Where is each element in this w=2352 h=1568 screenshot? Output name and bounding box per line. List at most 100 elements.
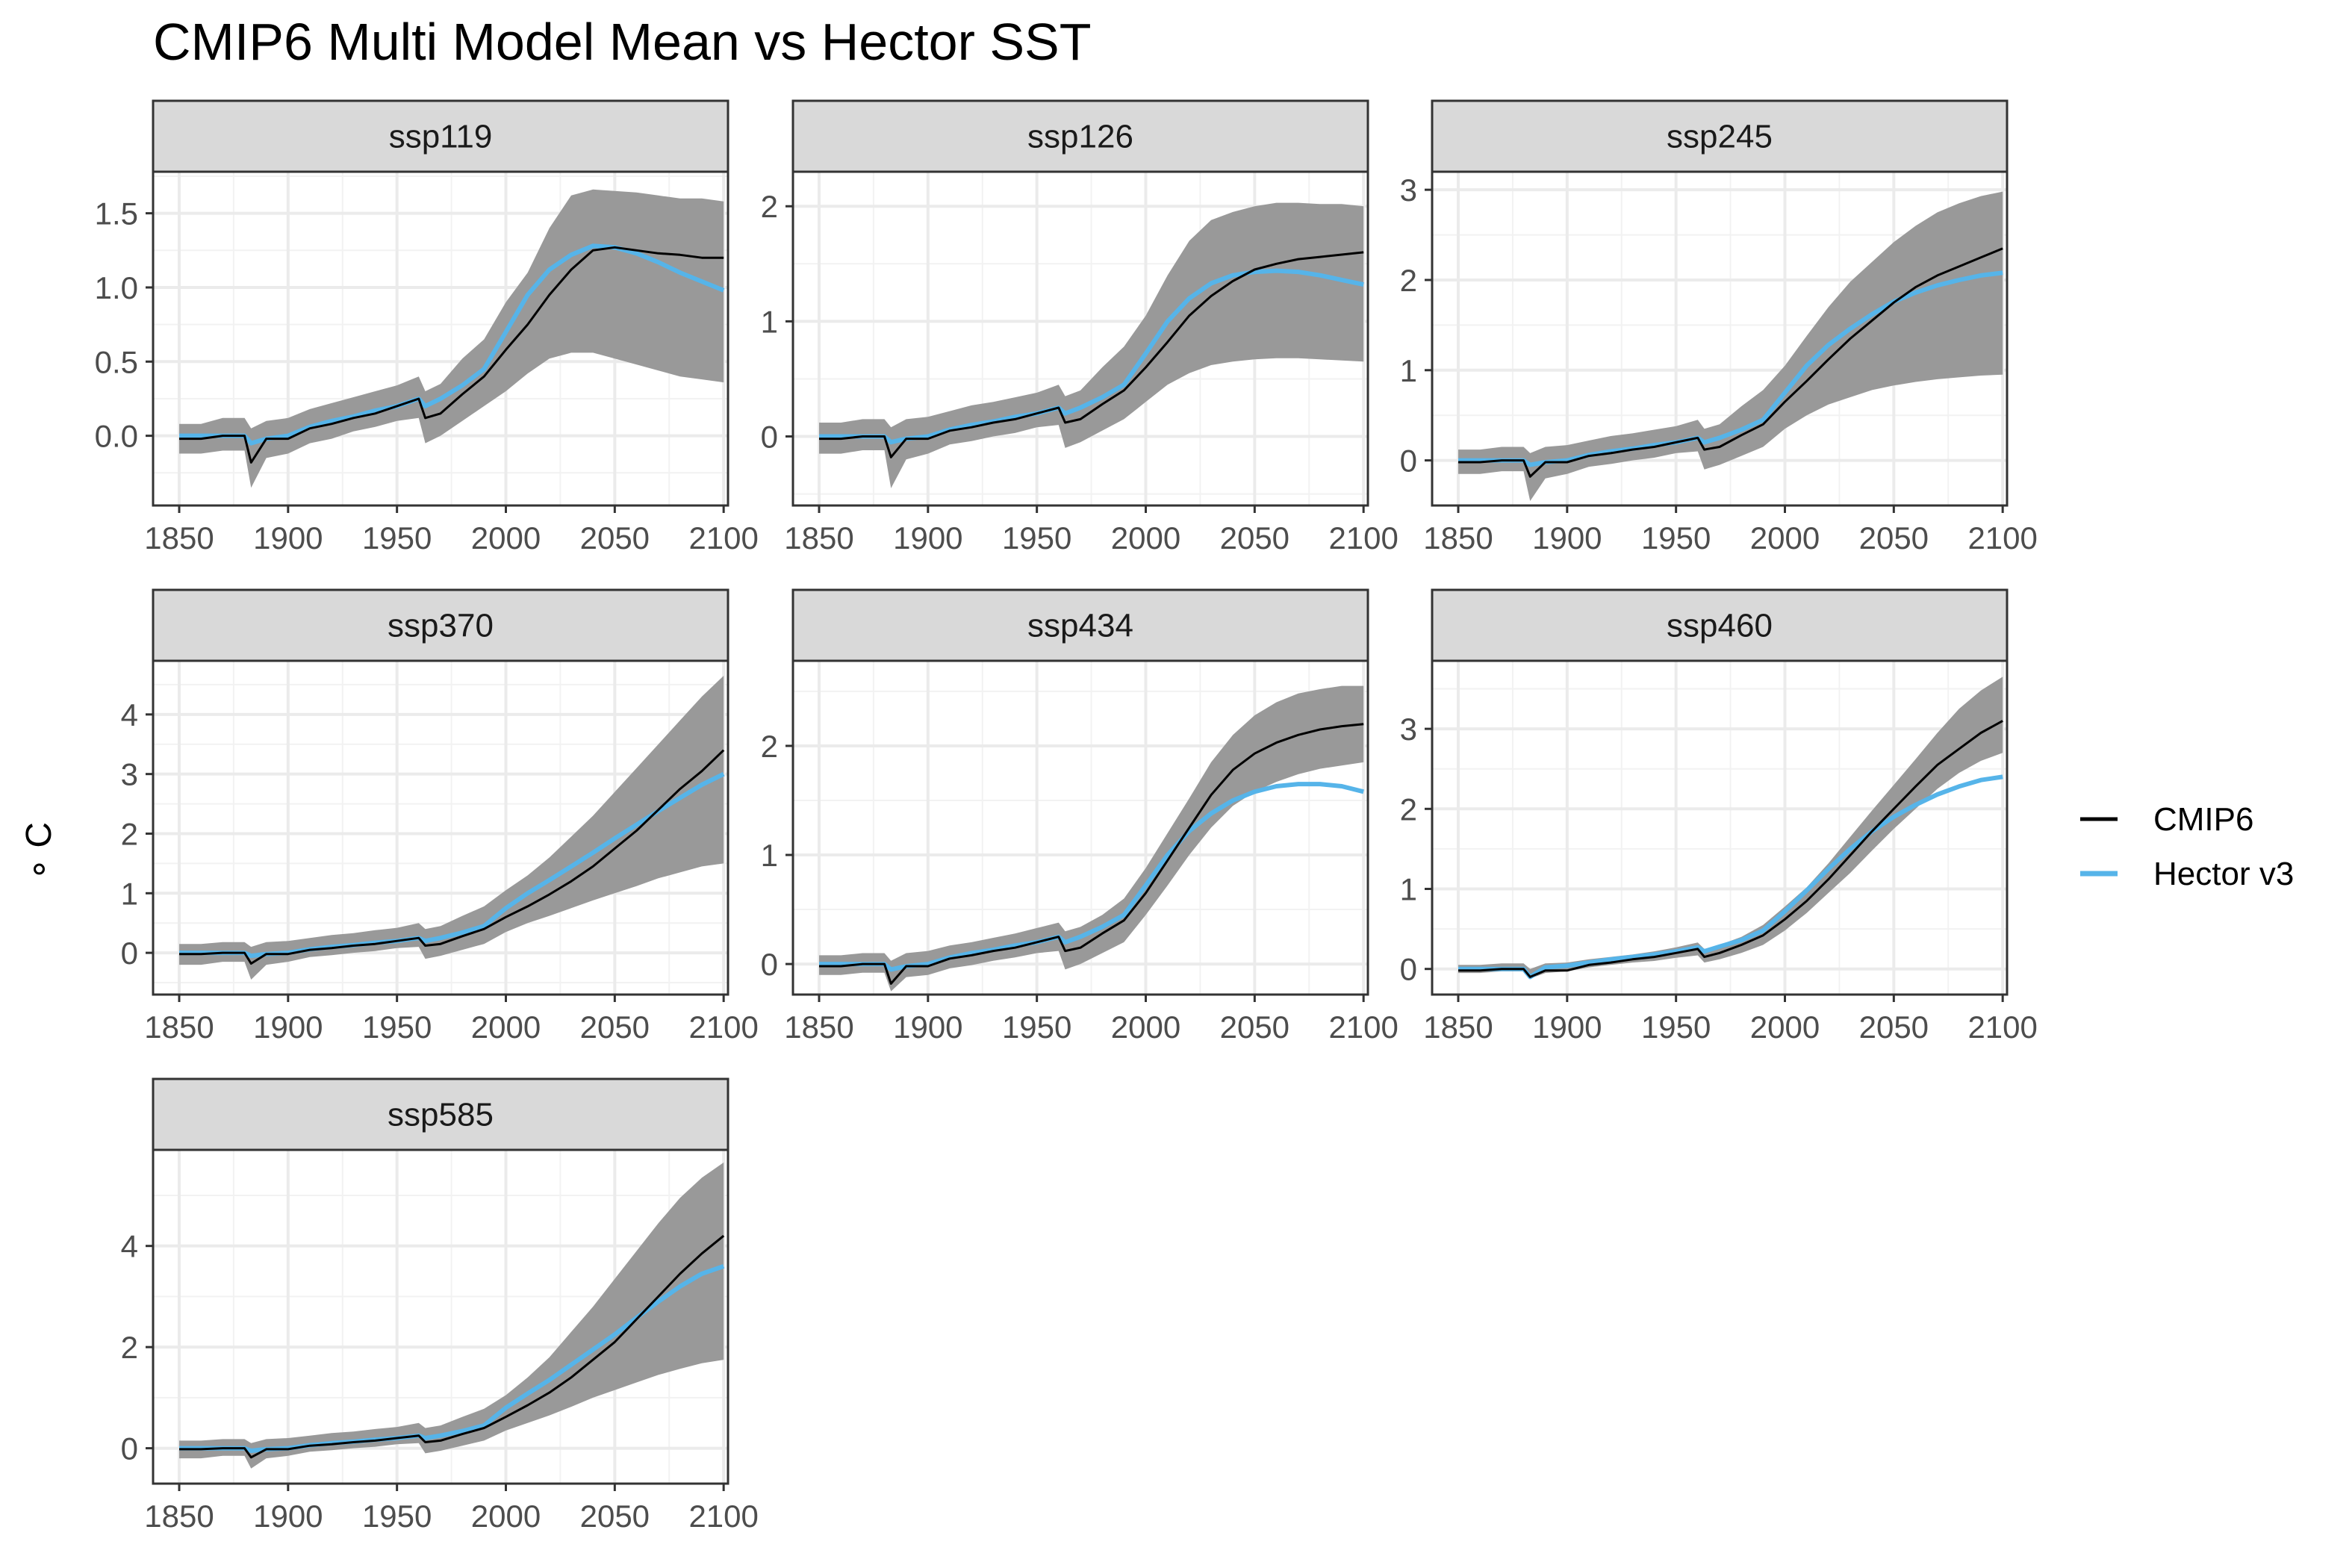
strip-ssp370 xyxy=(152,588,729,662)
panel-border xyxy=(152,170,729,507)
y-tick-label: 2 xyxy=(761,189,778,224)
x-tick-label: 1950 xyxy=(362,1499,432,1534)
facet-ssp119: ssp119 0.0 0.5 1.0 1.5 1850 1900 1950 2000 2050 21… xyxy=(95,99,759,556)
x-tick-label: 2100 xyxy=(688,1499,758,1534)
strip-ssp434 xyxy=(791,588,1369,662)
x-tick-label: 2000 xyxy=(1111,1009,1180,1045)
strip-ssp126 xyxy=(791,99,1369,173)
x-tick-label: 2050 xyxy=(1859,520,1929,556)
cmip6-range-ribbon xyxy=(179,676,724,980)
legend-label: CMIP6 xyxy=(2153,801,2253,838)
x-tick-label: 2050 xyxy=(1859,1009,1929,1045)
legend-item: CMIP6 xyxy=(2080,801,2253,838)
y-tick-label: 4 xyxy=(121,1229,138,1264)
y-tick-label: 1 xyxy=(1400,872,1417,907)
strip-label: ssp585 xyxy=(388,1097,494,1133)
x-tick-label: 1850 xyxy=(784,1009,853,1045)
y-tick-label: 1 xyxy=(121,876,138,911)
x-tick-label: 1850 xyxy=(1423,1009,1493,1045)
x-tick-label: 2000 xyxy=(471,1499,541,1534)
x-tick-label: 2100 xyxy=(688,520,758,556)
x-tick-label: 2000 xyxy=(1750,520,1820,556)
cmip6-series-line xyxy=(819,723,1364,985)
facet-ssp245: ssp245 0 1 2 3 1850 1900 1950 2000 2050 2100 xyxy=(1400,99,2038,556)
x-tick-label: 2050 xyxy=(580,1009,650,1045)
x-tick-label: 2050 xyxy=(1220,520,1289,556)
legend-item: Hector v3 xyxy=(2080,856,2294,892)
gridlines xyxy=(793,661,1368,995)
facet-ssp585: ssp585 0 2 4 1850 1900 1950 2000 2050 2100 xyxy=(121,1077,759,1534)
y-tick-label: 2 xyxy=(1400,791,1417,827)
hector-series-line xyxy=(179,1263,725,1453)
y-tick-label: 3 xyxy=(121,757,138,792)
facet-ssp370: ssp370 0 1 2 3 4 1850 1900 1950 2000 2050 2100 xyxy=(121,588,759,1045)
x-tick-label: 1950 xyxy=(1002,1009,1071,1045)
y-tick-label: 2 xyxy=(761,729,778,764)
x-tick-label: 1950 xyxy=(362,520,432,556)
panel-border xyxy=(791,659,1369,996)
panel-border xyxy=(791,170,1369,507)
cmip6-range-ribbon xyxy=(179,189,724,488)
y-tick-label: 0.5 xyxy=(95,344,138,379)
cmip6-series-line xyxy=(1458,720,2003,978)
x-tick-label: 1850 xyxy=(144,520,214,556)
x-tick-label: 1850 xyxy=(1423,520,1493,556)
hector-series-line xyxy=(179,772,725,959)
x-tick-label: 2100 xyxy=(1967,520,2037,556)
x-tick-label: 2100 xyxy=(1328,1009,1398,1045)
x-tick-label: 2100 xyxy=(1328,520,1398,556)
strip-label: ssp119 xyxy=(389,119,493,155)
x-tick-label: 1900 xyxy=(253,1499,323,1534)
y-tick-label: 3 xyxy=(1400,712,1417,747)
y-axis-label: ∘ C xyxy=(19,822,59,880)
x-tick-label: 1900 xyxy=(893,1009,962,1045)
x-tick-label: 2050 xyxy=(580,520,650,556)
hector-series-line xyxy=(1458,270,2003,467)
y-tick-label: 2 xyxy=(121,816,138,851)
y-tick-label: 0 xyxy=(761,420,778,455)
hector-series-line xyxy=(179,243,725,446)
cmip6-series-line xyxy=(819,251,1364,458)
strip-label: ssp370 xyxy=(388,608,494,644)
strip-ssp245 xyxy=(1431,99,2009,173)
x-tick-label: 1950 xyxy=(362,1009,432,1045)
hector-series-line xyxy=(819,268,1364,445)
y-tick-label: 2 xyxy=(121,1330,138,1365)
legend-label: Hector v3 xyxy=(2153,856,2294,892)
y-tick-label: 1 xyxy=(761,838,778,873)
cmip6-range-ribbon xyxy=(1458,191,2003,501)
y-tick-label: 1.5 xyxy=(95,196,138,231)
y-tick-label: 3 xyxy=(1400,172,1417,208)
x-tick-label: 1900 xyxy=(893,520,962,556)
x-tick-label: 1900 xyxy=(1532,520,1602,556)
cmip6-series-line xyxy=(179,246,724,464)
panel-border xyxy=(152,659,729,996)
y-tick-label: 0 xyxy=(1400,952,1417,987)
strip-label: ssp126 xyxy=(1027,119,1133,155)
facet-ssp434: ssp434 0 1 2 1850 1900 1950 2000 2050 2100 xyxy=(761,588,1399,1045)
strip-label: ssp460 xyxy=(1667,608,1773,644)
x-tick-label: 2000 xyxy=(471,520,541,556)
strip-label: ssp245 xyxy=(1667,119,1773,155)
hector-series-line xyxy=(1458,774,2003,980)
y-tick-label: 0 xyxy=(1400,444,1417,479)
strip-ssp585 xyxy=(152,1077,729,1151)
y-tick-label: 0 xyxy=(761,947,778,982)
strip-label: ssp434 xyxy=(1027,608,1133,644)
y-tick-label: 1 xyxy=(761,304,778,339)
x-tick-label: 2100 xyxy=(1967,1009,2037,1045)
cmip6-series-line xyxy=(179,1234,725,1459)
x-tick-label: 1850 xyxy=(784,520,853,556)
panel-border xyxy=(1431,659,2009,996)
panel-border xyxy=(152,1148,729,1485)
x-tick-label: 1900 xyxy=(1532,1009,1602,1045)
y-tick-label: 4 xyxy=(121,697,138,732)
panel-border xyxy=(1431,170,2009,507)
plot-area xyxy=(1432,661,2007,995)
cmip6-range-ribbon xyxy=(819,202,1364,488)
x-tick-label: 2000 xyxy=(1750,1009,1820,1045)
strip-ssp460 xyxy=(1431,588,2009,662)
x-tick-label: 1850 xyxy=(144,1499,214,1534)
y-tick-label: 0.0 xyxy=(95,419,138,454)
